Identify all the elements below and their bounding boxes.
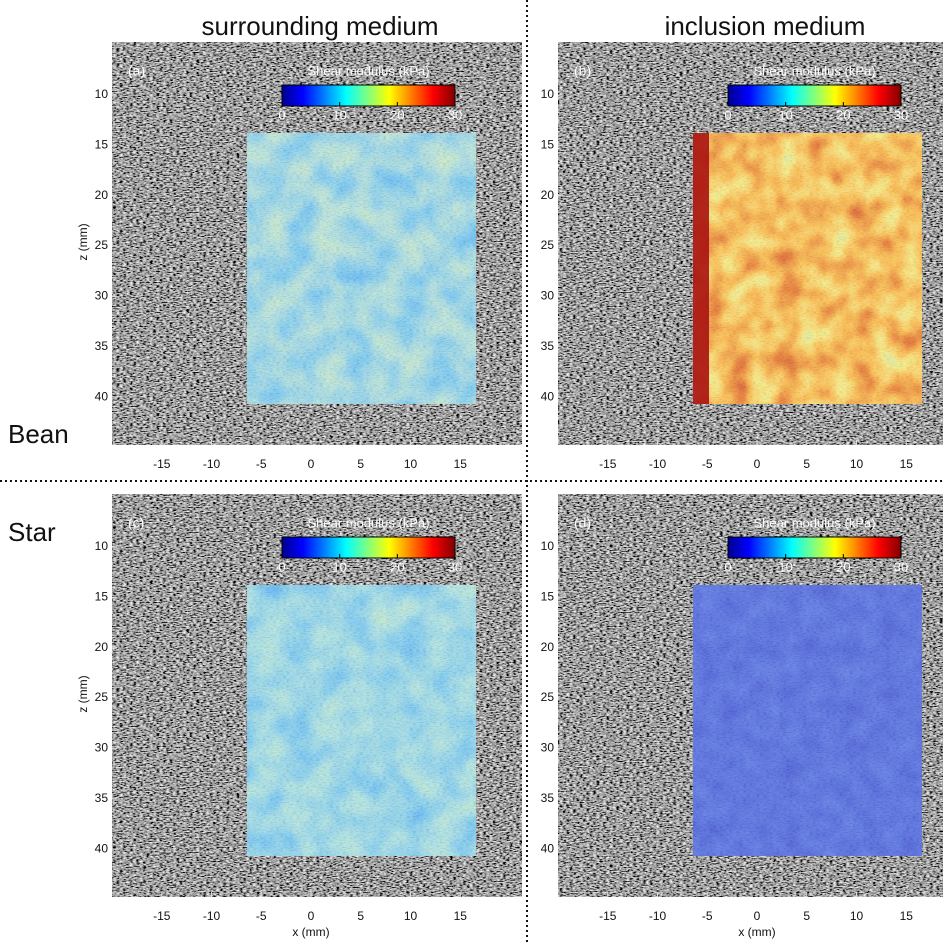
y-tick-label: 10 xyxy=(95,87,109,101)
y-tick-label: 40 xyxy=(541,389,555,403)
x-tick-label: -15 xyxy=(153,909,171,923)
colorbar-tick-label: 0 xyxy=(278,107,285,122)
y-tick-label: 35 xyxy=(541,791,555,805)
x-tick-label: 15 xyxy=(454,909,468,923)
colorbar-tick-label: 20 xyxy=(390,559,404,574)
x-tick-label: 5 xyxy=(803,457,810,471)
y-tick-label: 25 xyxy=(95,690,109,704)
y-tick-label: 15 xyxy=(541,138,555,152)
x-tick-label: 15 xyxy=(900,909,914,923)
panel-label: (a) xyxy=(128,63,145,79)
elastography-overlay xyxy=(247,133,476,404)
colorbar-tick-label: 30 xyxy=(894,107,908,122)
y-tick-label: 20 xyxy=(541,188,555,202)
y-tick-label: 20 xyxy=(95,640,109,654)
y-tick-label: 20 xyxy=(95,188,109,202)
colorbar-title: Shear modulus (kPa) xyxy=(307,63,429,78)
elastography-overlay xyxy=(247,585,476,856)
x-tick-label: -15 xyxy=(599,909,617,923)
y-tick-label: 35 xyxy=(95,791,109,805)
x-tick-label: 10 xyxy=(850,457,864,471)
x-tick-label: -5 xyxy=(256,457,267,471)
colorbar-tick-label: 20 xyxy=(836,107,850,122)
x-tick-label: -10 xyxy=(203,909,221,923)
x-tick-label: 5 xyxy=(357,909,364,923)
x-tick-label: -10 xyxy=(649,457,667,471)
y-tick-label: 40 xyxy=(95,389,109,403)
panel-label: (c) xyxy=(128,515,144,531)
inclusion-edge xyxy=(693,133,709,404)
x-tick-label: 10 xyxy=(404,909,418,923)
colorbar-tick-label: 30 xyxy=(448,559,462,574)
y-tick-label: 30 xyxy=(541,289,555,303)
colorbar-tick-label: 20 xyxy=(390,107,404,122)
x-tick-label: 15 xyxy=(900,457,914,471)
colorbar-tick-label: 10 xyxy=(332,107,346,122)
column-title: surrounding medium xyxy=(201,11,438,41)
colorbar-tick-label: 0 xyxy=(278,559,285,574)
colorbar-tick-label: 10 xyxy=(332,559,346,574)
y-axis-label: z (mm) xyxy=(76,223,90,260)
colorbar xyxy=(727,84,902,107)
y-tick-label: 15 xyxy=(95,590,109,604)
colorbar-tick-label: 30 xyxy=(894,559,908,574)
colorbar-tick-label: 0 xyxy=(724,107,731,122)
y-tick-label: 10 xyxy=(541,87,555,101)
x-tick-label: 5 xyxy=(803,909,810,923)
colorbar-tick-label: 10 xyxy=(778,107,792,122)
x-tick-label: -10 xyxy=(649,909,667,923)
x-tick-label: 5 xyxy=(357,457,364,471)
panel-label: (b) xyxy=(574,63,591,79)
row-title: Bean xyxy=(8,419,69,449)
colorbar xyxy=(727,536,902,559)
x-tick-label: 0 xyxy=(308,457,315,471)
colorbar xyxy=(281,84,456,107)
panel-label: (d) xyxy=(574,515,591,531)
y-tick-label: 20 xyxy=(541,640,555,654)
x-tick-label: 10 xyxy=(850,909,864,923)
y-tick-label: 15 xyxy=(541,590,555,604)
colorbar-tick-label: 20 xyxy=(836,559,850,574)
y-tick-label: 30 xyxy=(95,741,109,755)
colorbar-tick-label: 0 xyxy=(724,559,731,574)
x-tick-label: 0 xyxy=(754,909,761,923)
x-axis-label: x (mm) xyxy=(738,925,775,939)
colorbar-title: Shear modulus (kPa) xyxy=(753,63,875,78)
x-tick-label: -5 xyxy=(256,909,267,923)
colorbar-title: Shear modulus (kPa) xyxy=(753,515,875,530)
x-tick-label: -15 xyxy=(599,457,617,471)
elastography-overlay xyxy=(693,585,922,856)
y-tick-label: 25 xyxy=(95,238,109,252)
y-tick-label: 10 xyxy=(95,539,109,553)
x-axis-label: x (mm) xyxy=(292,925,329,939)
colorbar-title: Shear modulus (kPa) xyxy=(307,515,429,530)
y-tick-label: 40 xyxy=(95,841,109,855)
x-tick-label: 0 xyxy=(754,457,761,471)
x-tick-label: -5 xyxy=(702,909,713,923)
x-tick-label: -10 xyxy=(203,457,221,471)
x-tick-label: 15 xyxy=(454,457,468,471)
y-tick-label: 30 xyxy=(541,741,555,755)
y-tick-label: 15 xyxy=(95,138,109,152)
elastography-overlay xyxy=(693,133,922,404)
x-tick-label: 10 xyxy=(404,457,418,471)
y-tick-label: 25 xyxy=(541,690,555,704)
colorbar-tick-label: 10 xyxy=(778,559,792,574)
y-tick-label: 30 xyxy=(95,289,109,303)
y-tick-label: 25 xyxy=(541,238,555,252)
x-tick-label: -5 xyxy=(702,457,713,471)
column-title: inclusion medium xyxy=(665,11,866,41)
y-tick-label: 10 xyxy=(541,539,555,553)
row-title: Star xyxy=(8,517,56,547)
y-tick-label: 35 xyxy=(95,339,109,353)
colorbar xyxy=(281,536,456,559)
x-tick-label: 0 xyxy=(308,909,315,923)
y-axis-label: z (mm) xyxy=(76,675,90,712)
y-tick-label: 35 xyxy=(541,339,555,353)
y-tick-label: 40 xyxy=(541,841,555,855)
x-tick-label: -15 xyxy=(153,457,171,471)
colorbar-tick-label: 30 xyxy=(448,107,462,122)
